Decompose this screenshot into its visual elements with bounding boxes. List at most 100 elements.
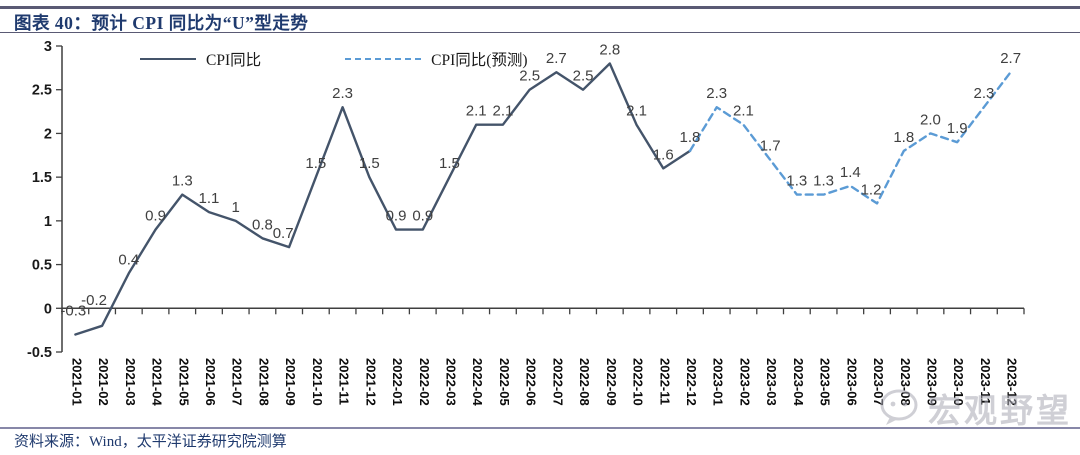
source-note: 资料来源：Wind，太平洋证券研究院测算 [14, 434, 287, 450]
svg-text:2021-02: 2021-02 [96, 358, 111, 406]
svg-text:2023-09: 2023-09 [924, 358, 939, 406]
svg-text:2022-06: 2022-06 [524, 358, 539, 406]
svg-text:1.7: 1.7 [760, 138, 781, 155]
svg-text:1.6: 1.6 [653, 146, 674, 163]
svg-text:2022-09: 2022-09 [604, 358, 619, 406]
svg-text:2022-12: 2022-12 [684, 358, 699, 406]
svg-text:2.7: 2.7 [546, 50, 567, 67]
dashed-line-swatch [345, 58, 422, 60]
svg-text:2.0: 2.0 [920, 111, 941, 128]
chart-legend: CPI同比 CPI同比(预测) [140, 50, 528, 69]
figure-title: 图表 40：预计 CPI 同比为“U”型走势 [14, 13, 309, 33]
svg-text:2.7: 2.7 [1000, 50, 1021, 67]
svg-text:2021-07: 2021-07 [230, 358, 245, 406]
x-axis [61, 307, 1025, 315]
svg-text:2021-10: 2021-10 [310, 358, 325, 406]
series-forecast-line [688, 71, 1012, 205]
svg-text:1.5: 1.5 [305, 155, 326, 172]
svg-text:2023-06: 2023-06 [844, 358, 859, 406]
svg-text:1.9: 1.9 [947, 120, 968, 137]
svg-text:2.1: 2.1 [626, 103, 647, 120]
svg-text:2.1: 2.1 [492, 103, 513, 120]
data-labels: -0.3-0.2 0.4 0.9 1.3 1.1 1 0.80.7 1.5 2.3 1.5 0.9 0… [60, 41, 1021, 319]
svg-text:1.8: 1.8 [680, 129, 701, 146]
top-border-rule [0, 6, 1080, 9]
svg-text:2022-04: 2022-04 [470, 358, 485, 406]
svg-text:2021-05: 2021-05 [176, 358, 191, 406]
svg-text:2021-08: 2021-08 [256, 358, 271, 406]
footer-separator-rule [0, 427, 1080, 429]
svg-text:2023-02: 2023-02 [737, 358, 752, 406]
svg-text:0.8: 0.8 [252, 216, 273, 233]
svg-text:2022-08: 2022-08 [577, 358, 592, 406]
svg-text:2022-02: 2022-02 [417, 358, 432, 406]
svg-text:2022-10: 2022-10 [631, 358, 646, 406]
svg-text:2023-10: 2023-10 [951, 358, 966, 406]
svg-text:2023-12: 2023-12 [1005, 358, 1020, 406]
svg-text:2.3: 2.3 [706, 85, 727, 102]
svg-text:2021-12: 2021-12 [363, 358, 378, 406]
svg-text:2023-07: 2023-07 [871, 358, 886, 406]
svg-text:2022-05: 2022-05 [497, 358, 512, 406]
svg-text:1: 1 [232, 199, 240, 216]
y-axis: -0.5 0 0.5 1 1.5 2 2.5 3 [27, 39, 63, 361]
svg-text:0.5: 0.5 [32, 258, 52, 274]
svg-text:2: 2 [44, 126, 52, 142]
svg-text:1.8: 1.8 [893, 129, 914, 146]
svg-text:1.5: 1.5 [359, 155, 380, 172]
svg-text:0.9: 0.9 [145, 208, 166, 225]
svg-text:-0.3: -0.3 [60, 303, 86, 320]
svg-text:0.7: 0.7 [273, 225, 294, 242]
svg-text:2.1: 2.1 [466, 103, 487, 120]
svg-text:0: 0 [44, 301, 52, 317]
x-tick-labels: 2021-01 2021-02 2021-03 2021-04 2021-05 2021-… [69, 358, 1019, 406]
svg-text:1.4: 1.4 [840, 164, 861, 181]
svg-text:0.9: 0.9 [386, 208, 407, 225]
svg-text:1.3: 1.3 [786, 173, 807, 190]
legend-item-forecast: CPI同比(预测) [345, 50, 528, 69]
svg-text:2.8: 2.8 [599, 41, 620, 58]
svg-text:1.5: 1.5 [439, 155, 460, 172]
svg-text:2.1: 2.1 [733, 103, 754, 120]
svg-text:2023-11: 2023-11 [978, 358, 993, 405]
svg-text:-0.2: -0.2 [81, 292, 107, 309]
svg-text:1.1: 1.1 [199, 190, 220, 207]
svg-text:2022-07: 2022-07 [550, 358, 565, 406]
series-actual-line [74, 62, 692, 336]
title-separator-rule [0, 32, 1080, 34]
svg-text:2023-03: 2023-03 [764, 358, 779, 406]
svg-text:2021-04: 2021-04 [150, 358, 165, 406]
svg-text:2022-01: 2022-01 [390, 358, 405, 406]
svg-text:2023-01: 2023-01 [711, 358, 726, 406]
svg-text:1.3: 1.3 [813, 173, 834, 190]
svg-text:2.5: 2.5 [32, 83, 52, 99]
svg-text:0.9: 0.9 [412, 208, 433, 225]
svg-text:2021-06: 2021-06 [203, 358, 218, 406]
svg-text:2021-03: 2021-03 [123, 358, 138, 406]
svg-text:2.5: 2.5 [573, 68, 594, 85]
svg-text:2.5: 2.5 [519, 68, 540, 85]
legend-label-actual: CPI同比 [206, 52, 262, 69]
svg-text:2022-11: 2022-11 [657, 358, 672, 405]
svg-text:2022-03: 2022-03 [443, 358, 458, 406]
svg-text:2.3: 2.3 [332, 85, 353, 102]
svg-text:1.5: 1.5 [32, 170, 52, 186]
legend-label-forecast: CPI同比(预测) [431, 52, 528, 69]
svg-text:1.2: 1.2 [861, 181, 882, 198]
svg-text:2021-11: 2021-11 [337, 358, 352, 405]
svg-text:1: 1 [44, 214, 52, 230]
svg-text:2.3: 2.3 [973, 85, 994, 102]
svg-text:3: 3 [44, 39, 52, 55]
svg-text:2023-05: 2023-05 [818, 358, 833, 406]
svg-text:2023-04: 2023-04 [791, 358, 806, 406]
legend-item-actual: CPI同比 [140, 50, 262, 69]
svg-text:2021-09: 2021-09 [283, 358, 298, 406]
svg-text:0.4: 0.4 [118, 251, 139, 268]
svg-text:-0.5: -0.5 [27, 345, 52, 361]
svg-text:2023-08: 2023-08 [898, 358, 913, 406]
svg-text:2021-01: 2021-01 [69, 358, 84, 406]
svg-text:1.3: 1.3 [172, 173, 193, 190]
solid-line-swatch [140, 58, 196, 60]
